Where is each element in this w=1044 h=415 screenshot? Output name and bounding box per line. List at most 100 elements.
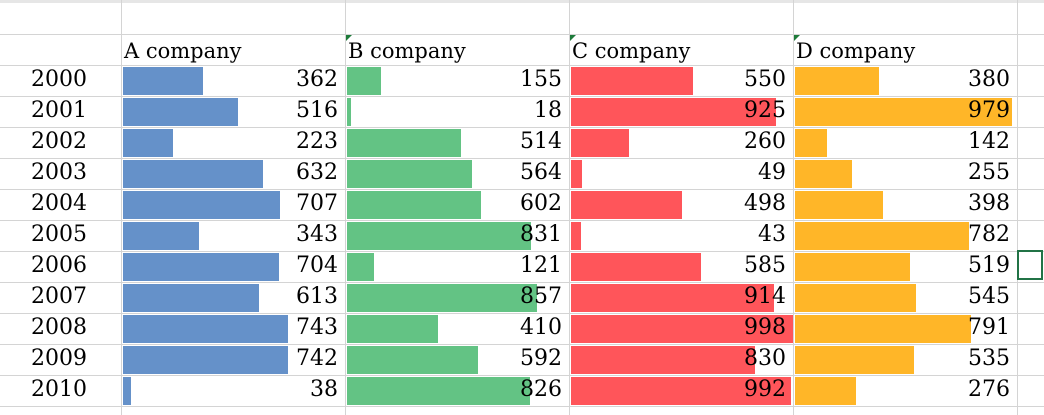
row-gridline [0,375,1044,376]
year-label[interactable]: 2007 [31,284,87,309]
value-cell[interactable]: 121 [520,253,562,278]
column-gridline [793,0,794,415]
data-bar [347,129,461,157]
value-cell[interactable]: 38 [310,377,338,402]
value-cell[interactable]: 632 [296,160,338,185]
series-header[interactable]: D company [796,39,916,63]
row-gridline [0,220,1044,221]
value-cell[interactable]: 592 [520,346,562,371]
data-bar [571,160,582,188]
column-gridline [345,0,346,415]
error-indicator-mark [794,35,800,41]
value-cell[interactable]: 925 [744,98,786,123]
year-label[interactable]: 2005 [31,222,87,247]
row-gridline [0,65,1044,66]
formula-bar-edge [0,0,1044,3]
value-cell[interactable]: 142 [968,129,1010,154]
series-header[interactable]: A company [124,39,242,63]
year-label[interactable]: 2000 [31,67,87,92]
value-cell[interactable]: 545 [968,284,1010,309]
value-cell[interactable]: 550 [744,67,786,92]
data-bar [795,377,856,405]
data-bar [347,160,472,188]
value-cell[interactable]: 743 [296,315,338,340]
data-bar [795,284,916,312]
data-bar [571,222,581,250]
value-cell[interactable]: 564 [520,160,562,185]
value-cell[interactable]: 398 [968,191,1010,216]
value-cell[interactable]: 380 [968,67,1010,92]
data-bar [347,315,438,343]
row-gridline [0,251,1044,252]
value-cell[interactable]: 979 [968,98,1010,123]
year-label[interactable]: 2010 [31,377,87,402]
data-bar [795,346,914,374]
value-cell[interactable]: 155 [520,67,562,92]
data-bar [123,346,288,374]
year-label[interactable]: 2009 [31,346,87,371]
year-label[interactable]: 2006 [31,253,87,278]
data-bar [347,67,381,95]
value-cell[interactable]: 707 [296,191,338,216]
series-header[interactable]: B company [348,39,466,63]
value-cell[interactable]: 260 [744,129,786,154]
value-cell[interactable]: 514 [520,129,562,154]
data-bar [571,315,793,343]
data-bar [795,253,910,281]
selected-cell[interactable] [1017,250,1043,280]
column-gridline [1017,0,1018,415]
value-cell[interactable]: 602 [520,191,562,216]
year-label[interactable]: 2002 [31,129,87,154]
value-cell[interactable]: 830 [744,346,786,371]
year-label[interactable]: 2001 [31,98,87,123]
value-cell[interactable]: 410 [520,315,562,340]
value-cell[interactable]: 914 [744,284,786,309]
data-bar [123,67,203,95]
value-cell[interactable]: 998 [744,315,786,340]
value-cell[interactable]: 18 [534,98,562,123]
value-cell[interactable]: 742 [296,346,338,371]
value-cell[interactable]: 43 [758,222,786,247]
data-bar [571,253,701,281]
value-cell[interactable]: 343 [296,222,338,247]
data-bar [795,129,827,157]
value-cell[interactable]: 516 [296,98,338,123]
value-cell[interactable]: 826 [520,377,562,402]
value-cell[interactable]: 362 [296,67,338,92]
year-label[interactable]: 2003 [31,160,87,185]
row-gridline [0,344,1044,345]
value-cell[interactable]: 535 [968,346,1010,371]
year-label[interactable]: 2004 [31,191,87,216]
value-cell[interactable]: 791 [968,315,1010,340]
data-bar [123,315,288,343]
value-cell[interactable]: 992 [744,377,786,402]
data-bar [795,222,969,250]
row-gridline [0,158,1044,159]
data-bar [795,191,883,219]
value-cell[interactable]: 498 [744,191,786,216]
data-bar [123,129,173,157]
data-bar [571,346,755,374]
value-cell[interactable]: 49 [758,160,786,185]
row-gridline [0,406,1044,407]
data-bar [571,67,693,95]
value-cell[interactable]: 255 [968,160,1010,185]
value-cell[interactable]: 519 [968,253,1010,278]
row-gridline [0,34,1044,35]
value-cell[interactable]: 223 [296,129,338,154]
value-cell[interactable]: 704 [296,253,338,278]
value-cell[interactable]: 276 [968,377,1010,402]
data-bar [123,160,263,188]
value-cell[interactable]: 782 [968,222,1010,247]
value-cell[interactable]: 857 [520,284,562,309]
series-header[interactable]: C company [572,39,691,63]
column-gridline [569,0,570,415]
value-cell[interactable]: 585 [744,253,786,278]
data-bar [123,191,280,219]
value-cell[interactable]: 613 [296,284,338,309]
year-label[interactable]: 2008 [31,315,87,340]
data-bar [347,346,478,374]
row-gridline [0,189,1044,190]
value-cell[interactable]: 831 [520,222,562,247]
